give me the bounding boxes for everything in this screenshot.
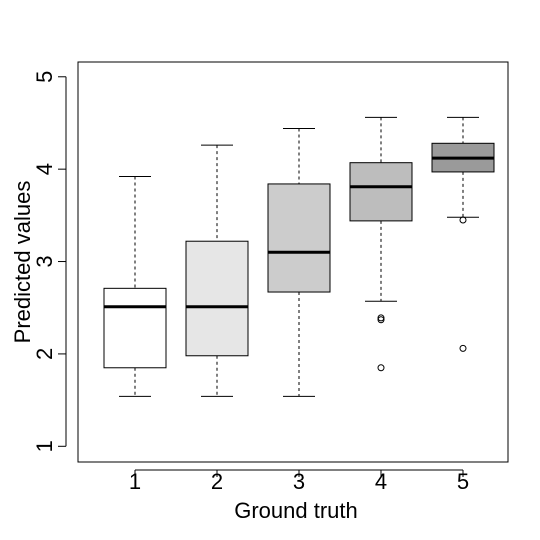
box (103, 287, 167, 369)
y-tick-label: 4 (32, 163, 57, 175)
y-tick-label: 3 (32, 255, 57, 267)
outlier (377, 314, 385, 322)
outlier (459, 216, 467, 224)
plot-frame (77, 61, 509, 463)
outlier (377, 364, 385, 372)
y-axis-label: Predicted values (10, 181, 35, 344)
y-tick-label: 2 (32, 348, 57, 360)
x-tick-label: 4 (375, 469, 387, 494)
box (349, 162, 413, 222)
x-axis-label: Ground truth (234, 498, 358, 523)
outlier (459, 344, 467, 352)
outlier (377, 316, 385, 324)
y-tick-label: 1 (32, 440, 57, 452)
x-tick-label: 1 (129, 469, 141, 494)
y-tick-label: 5 (32, 71, 57, 83)
x-tick-label: 2 (211, 469, 223, 494)
x-tick-label: 3 (293, 469, 305, 494)
box (185, 240, 249, 357)
box (267, 183, 331, 293)
x-tick-label: 5 (457, 469, 469, 494)
